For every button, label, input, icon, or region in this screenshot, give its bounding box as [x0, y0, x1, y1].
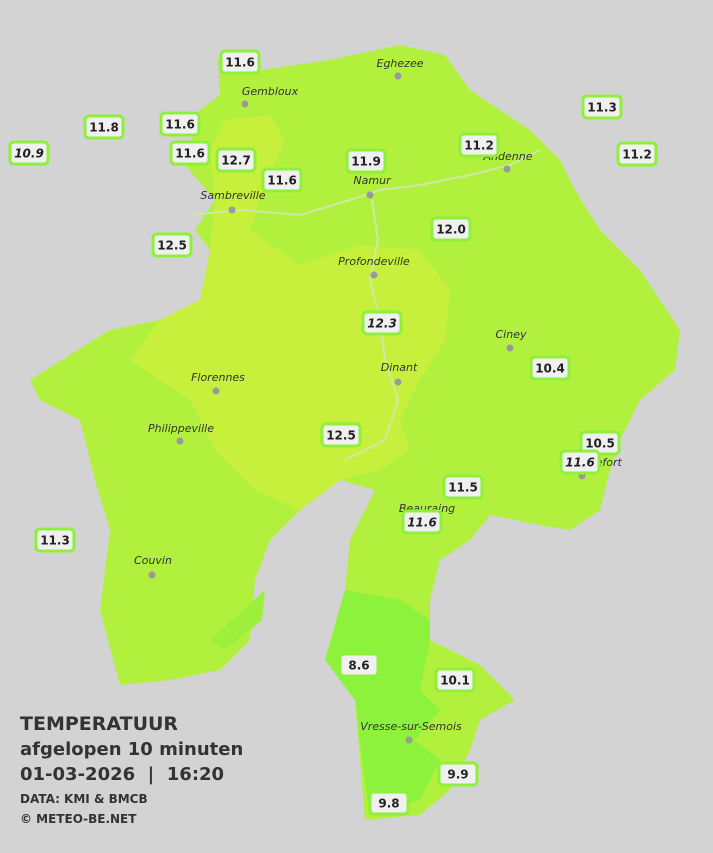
station-value: 11.6	[565, 456, 595, 470]
station-value: 9.9	[447, 768, 468, 782]
cool-zone	[325, 590, 440, 815]
station-box	[169, 140, 211, 166]
city-dot	[394, 378, 402, 386]
cool-zone	[210, 590, 265, 650]
station-value: 11.3	[40, 534, 70, 548]
city-label: Namur	[353, 174, 392, 187]
station-box	[529, 355, 571, 381]
river	[344, 199, 400, 461]
station-value: 11.6	[175, 147, 205, 161]
station-box	[34, 527, 76, 553]
city-dot	[506, 344, 514, 352]
city-label: Profondeville	[338, 255, 410, 268]
station-value: 11.3	[587, 101, 617, 115]
station-box	[430, 216, 472, 242]
station-value: 11.2	[464, 139, 494, 153]
station-box	[434, 667, 476, 693]
station-box	[437, 761, 479, 787]
station-box	[345, 148, 387, 174]
city-label: Vresse-sur-Semois	[360, 720, 462, 733]
station-value: 11.6	[407, 516, 437, 530]
city-label: Eghezee	[377, 57, 424, 70]
station-box	[219, 49, 261, 75]
city-label: Couvin	[134, 554, 172, 567]
station-box	[261, 167, 303, 193]
city-label: Dinant	[381, 361, 418, 374]
station-value: 11.8	[89, 121, 119, 135]
station-box	[215, 147, 257, 173]
station-value: 12.5	[157, 239, 187, 253]
station-box	[559, 449, 601, 475]
city-dot	[148, 571, 156, 579]
city-dot	[370, 271, 378, 279]
station-box	[8, 140, 50, 166]
station-box	[151, 232, 193, 258]
city-dot	[241, 100, 249, 108]
station-value: 11.6	[225, 56, 255, 70]
legend-subtitle: afgelopen 10 minuten	[20, 739, 243, 760]
station-box	[361, 310, 403, 336]
station-value: 8.6	[348, 659, 369, 673]
station-value: 11.5	[448, 481, 478, 495]
legend-timestamp: 01-03-2026 | 16:20	[20, 764, 224, 785]
city-dot	[503, 165, 511, 173]
station-box	[320, 422, 362, 448]
city-dot	[366, 191, 374, 199]
station-value: 10.1	[440, 674, 470, 688]
station-value: 12.5	[326, 429, 356, 443]
city-dot	[176, 437, 184, 445]
legend-source: DATA: KMI & BMCB	[20, 792, 148, 806]
city-dot	[212, 387, 220, 395]
city-label: Gembloux	[242, 85, 299, 98]
legend-title: TEMPERATUUR	[20, 713, 178, 735]
station-box	[458, 132, 500, 158]
station-box	[442, 474, 484, 500]
station-value: 12.0	[436, 223, 466, 237]
station-value: 10.5	[585, 437, 615, 451]
city-label: Ciney	[496, 328, 527, 341]
station-value: 11.6	[165, 118, 195, 132]
station-value: 10.4	[535, 362, 565, 376]
station-box	[581, 94, 623, 120]
station-box	[401, 509, 443, 535]
city-dot	[394, 72, 402, 80]
city-label: Florennes	[191, 371, 245, 384]
city-dot	[405, 736, 413, 744]
station-value: 11.2	[622, 148, 652, 162]
station-box	[83, 114, 125, 140]
station-value: 12.7	[221, 154, 251, 168]
station-box	[159, 111, 201, 137]
station-value: 11.6	[267, 174, 297, 188]
station-box	[616, 141, 658, 167]
station-layer: 11.6 11.8 11.6 10.9 11.6 12.7 11.6 11.9 11.2 11.3…	[8, 49, 658, 816]
city-dot	[228, 206, 236, 214]
station-box	[338, 652, 380, 678]
station-box	[368, 790, 410, 816]
warm-zone	[130, 115, 450, 510]
legend-copyright: © METEO-BE.NET	[20, 812, 137, 826]
station-value: 12.3	[367, 317, 397, 331]
station-value: 11.9	[351, 155, 381, 169]
city-label: Sambreville	[200, 189, 265, 202]
river	[189, 149, 541, 217]
station-value: 10.9	[14, 147, 44, 161]
station-value: 9.8	[378, 797, 399, 811]
city-label: Philippeville	[148, 422, 214, 435]
